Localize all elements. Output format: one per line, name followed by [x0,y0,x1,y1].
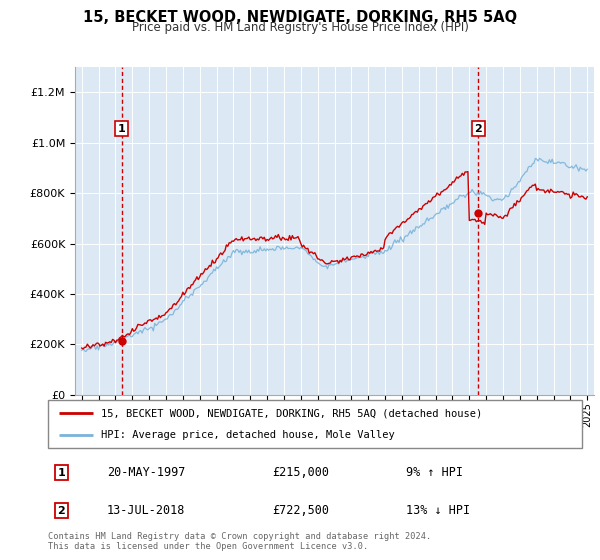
Text: Contains HM Land Registry data © Crown copyright and database right 2024.
This d: Contains HM Land Registry data © Crown c… [48,532,431,552]
Text: HPI: Average price, detached house, Mole Valley: HPI: Average price, detached house, Mole… [101,430,395,440]
Text: £722,500: £722,500 [272,504,329,517]
Text: 15, BECKET WOOD, NEWDIGATE, DORKING, RH5 5AQ: 15, BECKET WOOD, NEWDIGATE, DORKING, RH5… [83,10,517,25]
Text: 9% ↑ HPI: 9% ↑ HPI [406,466,463,479]
Text: Price paid vs. HM Land Registry's House Price Index (HPI): Price paid vs. HM Land Registry's House … [131,21,469,34]
Text: 13% ↓ HPI: 13% ↓ HPI [406,504,470,517]
Text: 20-MAY-1997: 20-MAY-1997 [107,466,185,479]
Text: 13-JUL-2018: 13-JUL-2018 [107,504,185,517]
Text: 1: 1 [118,124,125,134]
Text: £215,000: £215,000 [272,466,329,479]
FancyBboxPatch shape [48,400,582,448]
Text: 2: 2 [475,124,482,134]
Text: 1: 1 [58,468,65,478]
Text: 2: 2 [58,506,65,516]
Text: 15, BECKET WOOD, NEWDIGATE, DORKING, RH5 5AQ (detached house): 15, BECKET WOOD, NEWDIGATE, DORKING, RH5… [101,408,482,418]
